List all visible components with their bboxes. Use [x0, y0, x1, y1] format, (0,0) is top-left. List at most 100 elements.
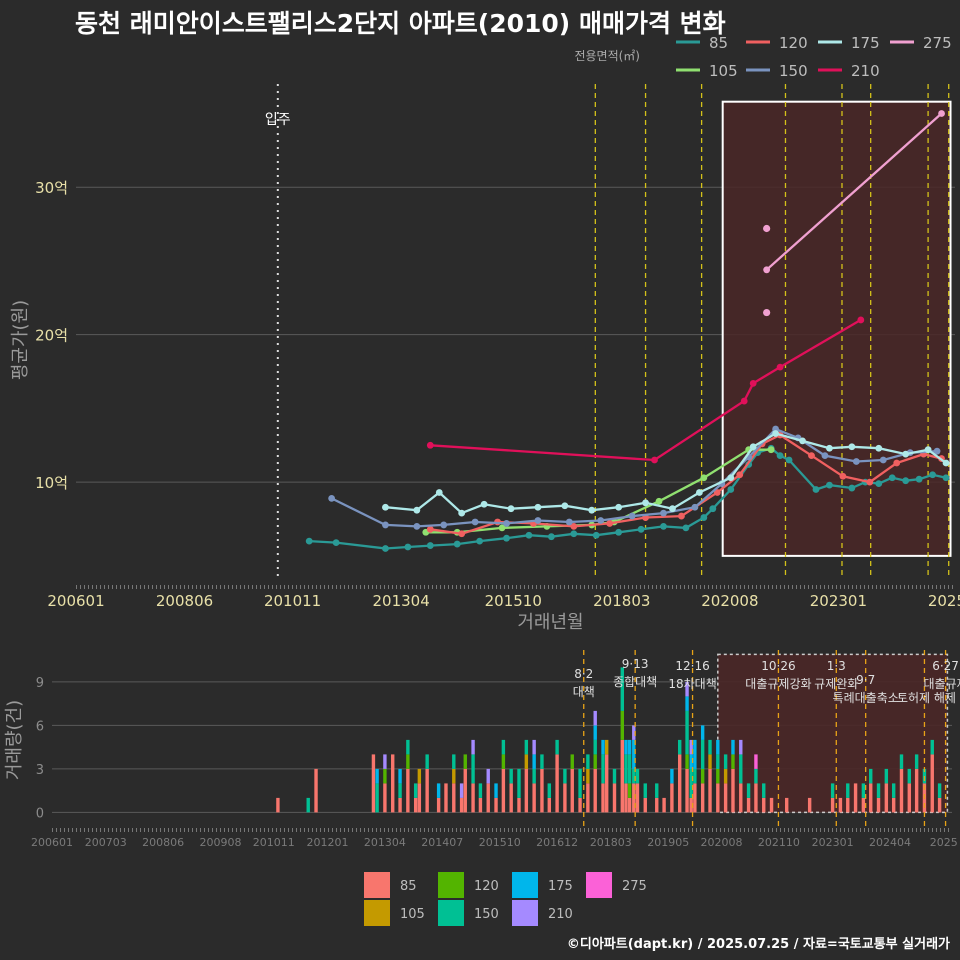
- volume-bar-175: [601, 739, 605, 755]
- volume-bar-150: [425, 754, 429, 769]
- volume-bar-120: [501, 754, 506, 769]
- volume-bar-85: [876, 797, 881, 813]
- volume-bar-175: [700, 725, 705, 740]
- volume-bar-85: [501, 768, 506, 813]
- volume-bar-85: [635, 783, 640, 813]
- volume-bar-105: [586, 768, 590, 784]
- volume-bar-85: [884, 783, 889, 813]
- volume-bar-85: [524, 768, 529, 813]
- volume-legend-swatch-210: [512, 900, 538, 926]
- volume-legend-swatch-105: [364, 900, 390, 926]
- volume-bar-175: [632, 739, 636, 769]
- volume-bar-175: [716, 739, 720, 755]
- policy-name-label: 대출규제강화: [745, 677, 811, 691]
- data-point-150: [503, 520, 510, 527]
- volume-bar-150: [517, 768, 521, 798]
- volume-xtick-label: 201304: [364, 836, 406, 849]
- volume-bar-150: [532, 768, 536, 784]
- price-xtick-label: 201510: [485, 592, 542, 610]
- volume-bar-210: [689, 739, 693, 755]
- data-point-120: [426, 525, 434, 533]
- data-point-120: [713, 489, 721, 496]
- data-point-175: [615, 503, 623, 511]
- volume-bar-85: [632, 783, 636, 813]
- volume-bar-120: [620, 710, 625, 740]
- volume-bar-85: [930, 754, 934, 813]
- data-point-85: [812, 486, 820, 493]
- price-xtick-label: 202008: [701, 592, 758, 610]
- volume-bar-150: [501, 739, 506, 755]
- volume-bar-85: [452, 783, 456, 813]
- volume-bar-85: [532, 783, 536, 813]
- data-point-120: [678, 512, 685, 520]
- volume-bar-85: [754, 783, 758, 813]
- data-point-85: [682, 524, 690, 532]
- volume-bar-85: [739, 783, 743, 813]
- data-point-275: [763, 308, 771, 317]
- data-point-175: [480, 500, 488, 508]
- price-xtick-label: 200601: [47, 592, 104, 610]
- volume-bar-85: [708, 768, 712, 813]
- volume-xtick-label: 201510: [479, 836, 521, 849]
- price-xtick-label: 201803: [593, 592, 650, 610]
- volume-bar-210: [685, 681, 689, 697]
- volume-bar-150: [869, 768, 873, 784]
- volume-bar-210: [739, 739, 743, 755]
- data-point-85: [888, 474, 896, 482]
- data-point-150: [691, 503, 699, 511]
- volume-bar-150: [891, 783, 896, 798]
- price-ytick-label: 10억: [35, 474, 68, 492]
- volume-bar-85: [907, 783, 911, 813]
- volume-bar-85: [398, 797, 402, 813]
- volume-bar-85: [586, 783, 590, 813]
- volume-xtick-label: 200703: [85, 836, 127, 849]
- page-title: 동천 래미안이스트팰리스2단지 아파트(2010) 매매가격 변화: [75, 9, 726, 38]
- volume-bar-150: [578, 768, 582, 798]
- data-point-175: [942, 459, 950, 467]
- data-point-210: [749, 379, 757, 387]
- data-point-85: [826, 481, 833, 489]
- policy-name-label: 대책: [573, 684, 595, 699]
- volume-bar-150: [678, 739, 682, 755]
- volume-bar-105: [604, 739, 609, 755]
- volume-xtick-label: 202404: [869, 836, 911, 849]
- volume-bar-85: [413, 797, 418, 813]
- volume-bar-150: [635, 768, 640, 784]
- volume-bar-85: [769, 797, 774, 813]
- data-point-210: [857, 316, 865, 324]
- data-point-175: [727, 474, 735, 482]
- volume-bar-85: [784, 797, 789, 813]
- volume-bar-150: [861, 783, 866, 798]
- price-ytick-label: 20억: [35, 327, 68, 345]
- volume-bar-150: [716, 754, 720, 769]
- data-point-150: [328, 494, 336, 502]
- data-point-175: [413, 506, 421, 514]
- data-point-85: [453, 540, 461, 548]
- volume-xtick-label: 2025: [930, 836, 958, 849]
- volume-bar-210: [471, 739, 475, 755]
- volume-legend-swatch-150: [438, 900, 464, 926]
- volume-bar-85: [463, 768, 467, 813]
- data-point-150: [597, 517, 605, 524]
- volume-bar-150: [762, 783, 766, 798]
- data-point-175: [507, 505, 515, 513]
- volume-bar-150: [620, 667, 625, 711]
- data-point-85: [332, 539, 340, 547]
- volume-bar-150: [693, 768, 697, 784]
- policy-name-label: 18차대책: [668, 676, 716, 691]
- volume-bar-85: [391, 754, 395, 813]
- volume-legend-label-175: 175: [548, 879, 573, 894]
- volume-bar-85: [627, 797, 632, 813]
- volume-bar-85: [555, 754, 559, 813]
- volume-bar-175: [375, 768, 379, 784]
- legend-title: 전용면적(㎡): [574, 49, 640, 63]
- volume-bar-120: [570, 754, 574, 769]
- legend-label-210: 210: [851, 62, 880, 80]
- volume-bar-210: [632, 725, 636, 740]
- volume-bar-85: [731, 768, 735, 813]
- data-point-85: [404, 543, 412, 551]
- price-xtick-label: 200806: [156, 592, 213, 610]
- data-point-120: [866, 478, 874, 486]
- volume-bar-85: [853, 783, 858, 813]
- volume-bar-150: [685, 710, 689, 755]
